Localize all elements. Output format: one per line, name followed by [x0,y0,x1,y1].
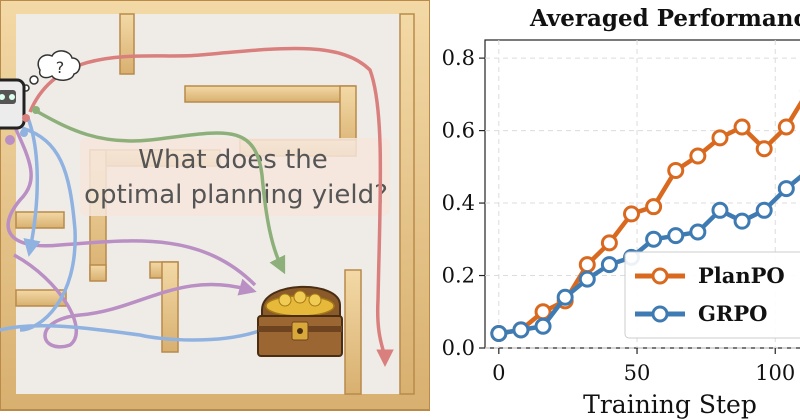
x-tick-label: 50 [624,361,651,385]
data-point-planpo [578,256,596,274]
data-point-planpo [755,140,773,158]
data-point-planpo [711,129,729,147]
data-point-grpo [667,227,685,245]
treasure-chest-icon [257,285,343,357]
data-point-grpo [512,321,530,339]
data-point-grpo [733,212,751,230]
data-point-grpo [534,317,552,335]
y-tick-label: 0.0 [442,336,475,360]
legend-marker-grpo [651,305,669,323]
legend-label-planpo: PlanPO [698,263,785,288]
data-point-planpo [600,234,618,252]
data-point-planpo [733,118,751,136]
data-point-grpo [755,201,773,219]
y-tick-label: 0.4 [442,191,475,215]
y-tick-label: 0.8 [442,46,475,70]
robot-icon [0,78,40,145]
data-point-grpo [556,288,574,306]
maze-illustration: What does the optimal planning yield? ? [0,0,430,411]
data-point-grpo [578,270,596,288]
data-point-planpo [689,147,707,165]
data-point-planpo [623,205,641,223]
data-point-planpo [777,118,795,136]
data-point-grpo [600,256,618,274]
legend: PlanPO GRPO [624,251,800,339]
data-point-grpo [777,180,795,198]
x-tick-label: 0 [492,361,505,385]
caption-box [80,138,390,216]
y-tick-label: 0.6 [442,119,475,143]
x-axis-ticks: 0 50 100 [492,348,795,385]
data-point-planpo [645,198,663,216]
red-path [28,46,394,367]
green-path [37,110,286,275]
chart-title: Averaged Performance [529,5,800,32]
data-point-grpo [689,223,707,241]
legend-label-grpo: GRPO [698,301,767,326]
data-point-grpo [490,325,508,343]
blue-path [0,117,263,342]
data-point-grpo [645,230,663,248]
series-lines [490,89,800,343]
caption-line-2: optimal planning yield? [84,180,388,210]
data-point-planpo [667,161,685,179]
thought-question-mark: ? [56,58,65,77]
legend-marker-planpo [651,267,669,285]
thought-bubble-icon: ? [22,50,81,92]
performance-chart: Averaged Performance 0.0 0.2 0.4 0.6 0.8 0 50… [442,5,800,419]
caption-line-1: What does the [138,145,327,175]
y-axis-ticks: 0.0 0.2 0.4 0.6 0.8 [442,46,485,360]
x-tick-label: 100 [755,361,795,385]
y-tick-label: 0.2 [442,264,475,288]
x-axis-label: Training Step [583,390,757,419]
data-point-grpo [711,201,729,219]
